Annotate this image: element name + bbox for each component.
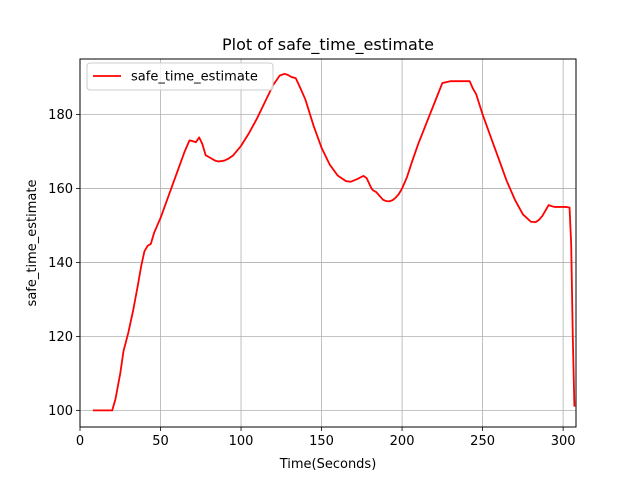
x-tick-label: 250 — [470, 434, 495, 449]
plot-lines — [92, 72, 576, 412]
x-tick-label: 200 — [390, 434, 415, 449]
y-tick-label: 160 — [48, 182, 73, 197]
y-tick-label: 120 — [48, 330, 73, 345]
series-line — [92, 72, 576, 412]
chart-title: Plot of safe_time_estimate — [222, 35, 434, 55]
y-axis-label: safe_time_estimate — [25, 180, 40, 307]
x-tick-label: 0 — [76, 434, 84, 449]
x-tick-label: 300 — [551, 434, 576, 449]
x-tick-label: 150 — [309, 434, 334, 449]
y-tick-label: 180 — [48, 108, 73, 123]
y-tick-label: 100 — [48, 404, 73, 419]
x-tick-label: 100 — [229, 434, 254, 449]
legend-label: safe_time_estimate — [131, 70, 258, 85]
x-axis-label: Time(Seconds) — [279, 457, 377, 472]
plot-frame — [79, 58, 577, 428]
x-tick-label: 50 — [152, 434, 169, 449]
legend: safe_time_estimate — [86, 62, 274, 91]
grid — [79, 59, 576, 427]
legend-box — [86, 62, 274, 91]
y-tick-label: 140 — [48, 256, 73, 271]
y-axis: 100 120 140 160 180 — [48, 108, 80, 419]
x-axis: 0 50 100 150 200 250 300 — [76, 427, 576, 449]
